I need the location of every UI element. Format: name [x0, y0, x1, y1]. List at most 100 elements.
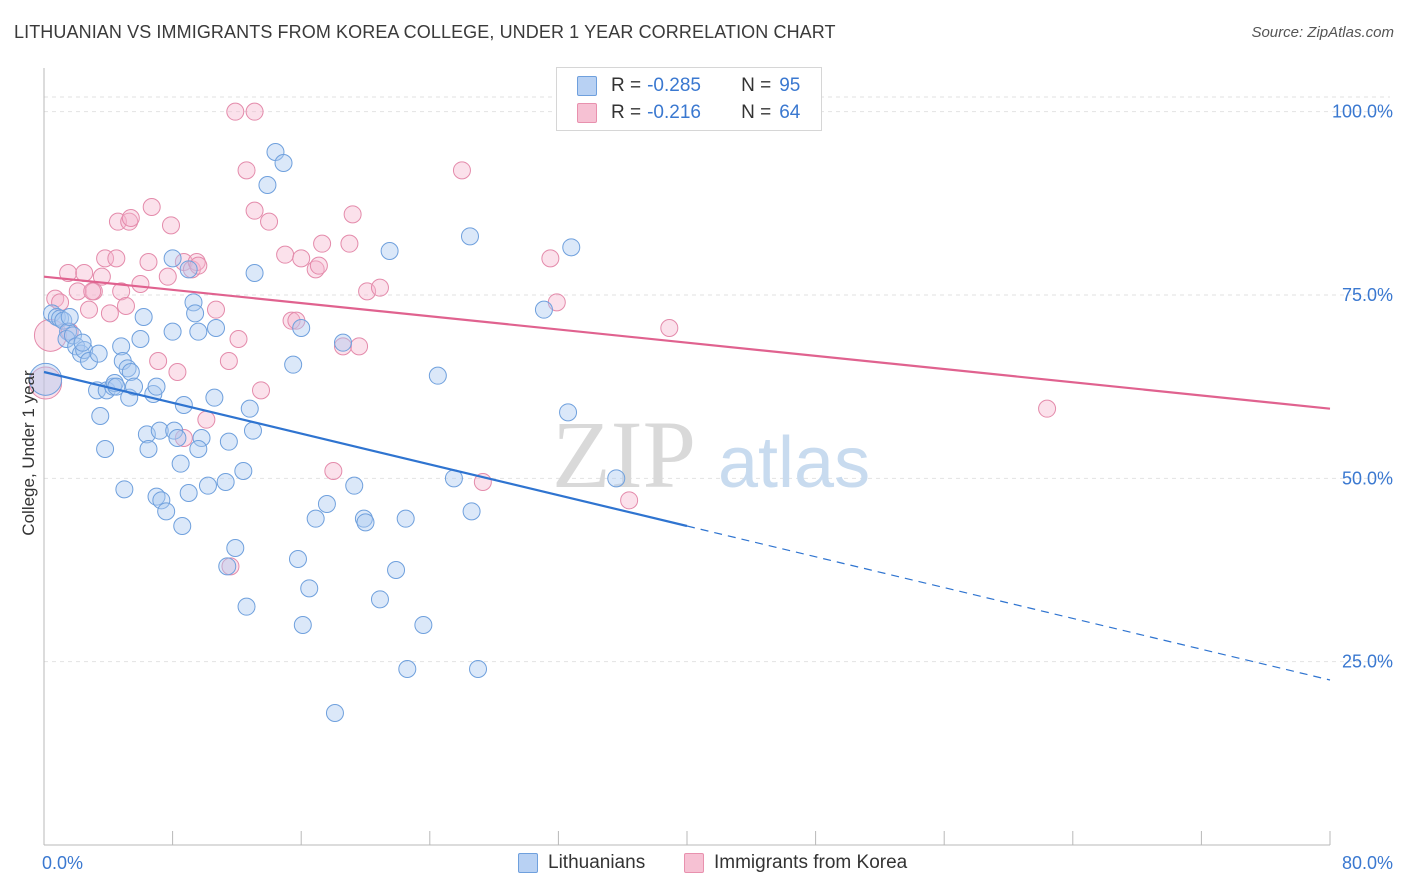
data-point	[112, 337, 131, 356]
data-point	[620, 491, 639, 510]
trend-line	[43, 370, 688, 528]
data-point	[562, 238, 581, 257]
data-point	[205, 388, 224, 407]
data-point	[89, 344, 108, 363]
data-point	[306, 509, 325, 528]
data-point	[80, 300, 99, 319]
axes	[43, 68, 1331, 846]
chart-title: LITHUANIAN VS IMMIGRANTS FROM KOREA COLL…	[14, 22, 836, 42]
data-point	[292, 249, 311, 268]
legend-swatch-lithuanians	[577, 76, 597, 96]
data-point	[59, 322, 78, 341]
trend-lines	[43, 275, 1331, 681]
data-point	[234, 462, 253, 480]
data-point	[197, 410, 216, 429]
data-point	[163, 249, 182, 268]
data-point	[252, 381, 271, 400]
legend-swatch-korea	[577, 103, 597, 123]
data-point	[152, 491, 171, 510]
data-point	[462, 502, 481, 521]
data-point	[240, 399, 259, 418]
data-point	[245, 102, 264, 121]
data-point	[414, 616, 433, 634]
data-point	[387, 561, 406, 579]
data-point	[68, 282, 87, 301]
data-point	[115, 480, 134, 499]
data-point	[118, 359, 137, 378]
data-point	[300, 579, 319, 598]
legend-label-korea: Immigrants from Korea	[714, 852, 908, 873]
data-point	[284, 355, 303, 374]
data-point	[325, 704, 344, 722]
trend-line-extension	[686, 525, 1331, 681]
data-point	[163, 322, 182, 341]
y-tick-label: 50.0%	[1342, 468, 1393, 488]
data-point	[189, 322, 208, 341]
data-point	[541, 249, 560, 268]
data-point	[260, 212, 279, 231]
data-point	[92, 267, 111, 286]
data-point	[219, 432, 238, 451]
data-point	[189, 256, 208, 275]
data-point	[158, 267, 177, 286]
data-point	[179, 260, 198, 279]
data-point	[121, 209, 140, 227]
data-point	[309, 256, 328, 275]
data-point	[198, 476, 217, 495]
legend-item-lithuanians[interactable]: Lithuanians	[518, 852, 645, 874]
legend-n-label: N =	[741, 75, 772, 96]
y-tick-label: 75.0%	[1342, 285, 1393, 305]
data-point	[60, 308, 79, 326]
data-point	[147, 487, 166, 506]
watermark-zip: ZIP	[552, 401, 696, 508]
watermark-atlas: atlas	[718, 423, 870, 503]
data-point	[219, 352, 238, 370]
series-korea-points	[29, 102, 1057, 576]
legend-item-korea[interactable]: Immigrants from Korea	[684, 852, 907, 874]
data-point	[29, 362, 63, 396]
y-tick-label: 25.0%	[1342, 652, 1393, 672]
data-point	[274, 154, 293, 172]
watermark: ZIP atlas	[552, 401, 870, 508]
data-point	[91, 407, 110, 425]
data-point	[73, 333, 92, 352]
data-point	[121, 363, 140, 381]
data-point	[345, 476, 364, 495]
legend-label-lithuanians: Lithuanians	[548, 852, 646, 873]
data-point	[142, 198, 161, 216]
data-point	[207, 300, 226, 319]
data-point	[237, 161, 256, 180]
data-point	[63, 326, 82, 345]
legend-n-value: 95	[779, 75, 801, 96]
data-point	[559, 403, 578, 422]
data-point	[276, 245, 295, 264]
data-point	[131, 330, 150, 348]
y-tick-label: 100.0%	[1332, 102, 1393, 122]
legend-r-value: -0.216	[647, 102, 701, 123]
legend-swatch-lithuanians	[518, 853, 538, 873]
data-point	[313, 234, 332, 253]
data-point	[428, 366, 447, 385]
data-point	[149, 352, 168, 370]
data-point	[134, 308, 153, 326]
data-point	[112, 282, 131, 301]
data-point	[469, 660, 488, 678]
data-point	[398, 660, 417, 678]
grid-lines	[44, 96, 1390, 663]
y-axis-label: College, Under 1 year	[19, 370, 38, 536]
data-point	[534, 300, 553, 319]
data-point	[216, 473, 235, 491]
legend-n-label: N =	[741, 102, 772, 123]
data-point	[75, 341, 94, 359]
data-point	[226, 539, 245, 557]
data-point	[1038, 399, 1057, 418]
data-point	[150, 421, 169, 440]
data-point	[179, 484, 198, 502]
series-lithuanians-points	[29, 143, 626, 722]
data-point	[370, 590, 389, 609]
data-point	[340, 234, 359, 253]
data-point	[245, 264, 264, 282]
x-tick-label: 80.0%	[1342, 853, 1393, 873]
data-point	[161, 216, 180, 235]
